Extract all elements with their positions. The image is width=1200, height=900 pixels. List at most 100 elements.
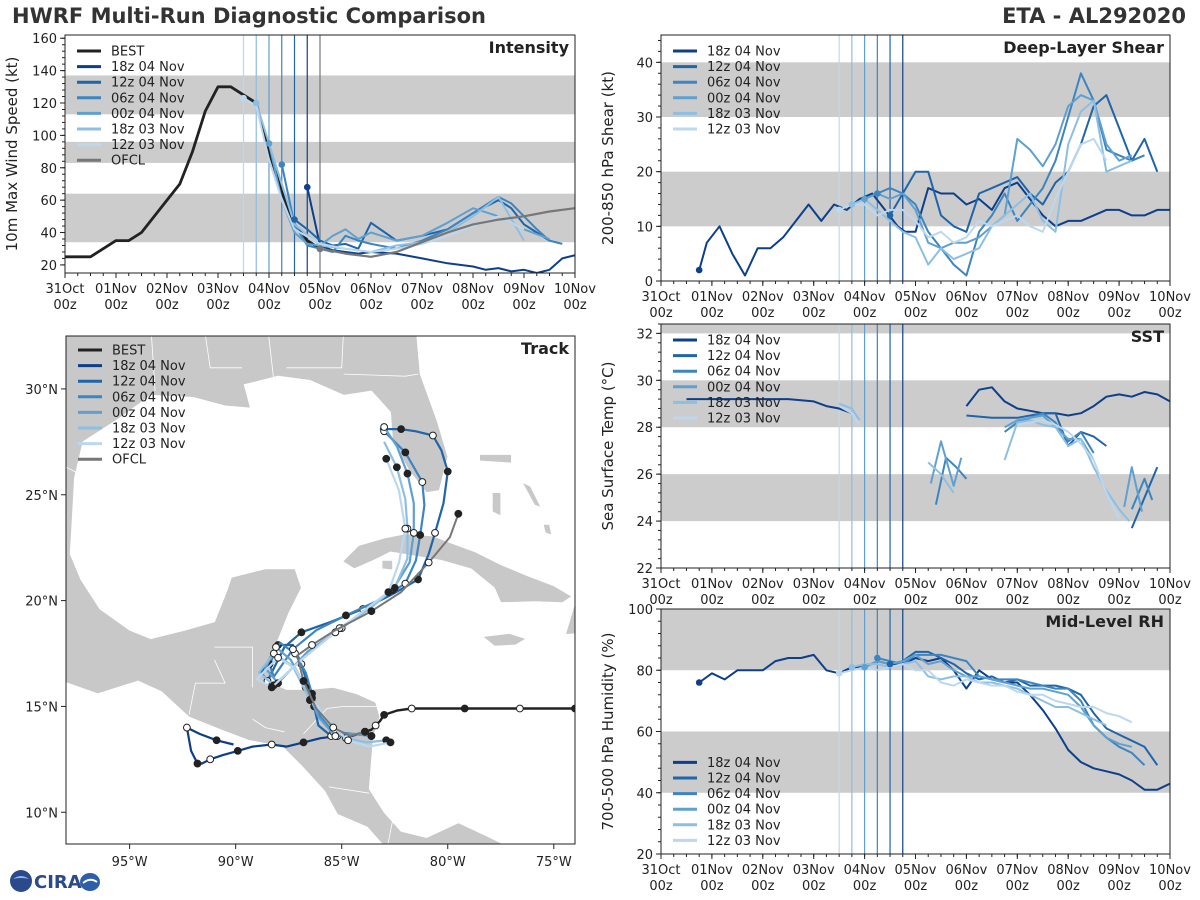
track-frame [65,335,576,845]
shear-series-18z-04-nov [698,181,1170,277]
intensity-legend-label: OFCL [111,154,146,169]
intensity-ytick-label: 120 [32,97,57,112]
track-point-marker [299,738,308,747]
intensity-xtick-label: 04Nov [248,282,290,297]
track-lat-label: 10°N [25,806,58,821]
sst-xtick-label: 08Nov [1047,577,1089,592]
sst-ylabel: Sea Surface Temp (°C) [599,361,617,530]
rh-ytick-label: 100 [628,603,653,618]
shear-series-12z-03-nov [838,137,1108,244]
track-plot-area [66,336,575,844]
sst-ytick-label: 32 [636,327,653,342]
rh-band [661,731,1170,793]
rh-xtick-label: 09Nov [1098,863,1140,878]
sst-xtick-label-hour: 00z [1006,593,1030,608]
sst-xtick-label: 09Nov [1098,577,1140,592]
rh-xtick-label-hour: 00z [700,879,724,894]
shear-legend-label: 00z 04 Nov [707,91,781,106]
sst-xtick-label-hour: 00z [1107,593,1131,608]
sst-series-06z-04-nov [934,456,968,505]
country-border [214,646,254,688]
sst-series-18z-03-nov [927,461,955,494]
land-jamaica [481,632,528,647]
shear-xtick-label: 01Nov [691,290,733,305]
sst-xtick-label-hour: 00z [802,593,826,608]
track-point-marker [267,740,276,749]
track-legend-label: 18z 04 Nov [112,359,186,374]
track-point-marker [384,588,393,597]
land-grand-bahama [479,454,512,464]
intensity-init-marker [278,161,286,168]
track-legend-label: 06z 04 Nov [112,390,186,405]
intensity-legend-label: 18z 04 Nov [111,60,185,75]
rh-legend-label: 18z 04 Nov [707,756,781,771]
track-legend-label: 12z 04 Nov [112,375,186,390]
track-point-marker [409,528,418,537]
sst-band [661,474,1170,522]
rh-xtick-label: 02Nov [742,863,784,878]
rh-xtick-label-hour: 00z [751,879,775,894]
shear-init-marker [848,201,856,208]
shear-legend-label: 18z 04 Nov [707,45,781,60]
shear-init-marker [886,212,894,219]
track-lon-label: 75°W [536,855,572,870]
country-border [66,466,84,477]
intensity-xtick-label-hour: 00z [461,298,485,313]
shear-series-12z-04-nov [889,94,1159,233]
track-lat-label: 25°N [25,489,58,504]
track-point-marker [344,736,352,745]
storm-id-title: ETA - AL292020 [1002,4,1186,28]
track-point-marker [308,641,316,649]
rh-title: Mid-Level RH [1045,612,1164,631]
intensity-xtick-label: 02Nov [146,282,188,297]
intensity-xtick-label-hour: 00z [206,298,230,313]
track-point-marker [212,736,221,745]
shear-xtick-label-hour: 00z [1006,306,1030,321]
intensity-xtick-label: 05Nov [299,282,341,297]
country-border [205,336,242,369]
land-hispaniola [564,602,575,635]
sst-ytick-label: 26 [636,468,653,483]
intensity-xtick-label-hour: 00z [53,298,77,313]
intensity-xtick-label: 31Oct [45,282,84,297]
rh-xtick-label: 08Nov [1047,863,1089,878]
rh-xtick-label-hour: 00z [955,879,979,894]
intensity-xtick-label: 08Nov [452,282,494,297]
intensity-series-18z-04-nov [306,186,575,273]
rh-ytick-label: 40 [636,787,653,802]
shear-xtick-label-hour: 00z [1057,306,1081,321]
intensity-ytick-label: 140 [32,65,57,80]
country-border [268,336,275,381]
track-point-marker [329,723,338,732]
track-point-marker [299,677,308,685]
logo-globe-icon [10,870,32,892]
track-point-marker [361,727,369,736]
intensity-ylabel: 10m Max Wind Speed (kt) [3,57,21,252]
track-point-marker [403,469,412,478]
track-lat-label: 15°N [25,700,58,715]
track-legend-label: 00z 04 Nov [112,406,186,421]
sst-legend-label: 06z 04 Nov [707,365,781,380]
track-point-marker [331,732,340,740]
track-legend-label: OFCL [112,453,147,468]
track-point-marker [297,628,306,637]
rh-init-marker [695,679,703,686]
rh-xtick-label-hour: 00z [802,879,826,894]
sst-xtick-label: 06Nov [945,577,987,592]
intensity-series-00z-04-nov [268,143,550,247]
rh-xtick-label-hour: 00z [904,879,928,894]
track-point-marker [392,463,401,472]
sst-ytick-label: 28 [636,421,653,436]
shear-title: Deep-Layer Shear [1003,38,1164,57]
shear-init-marker [695,266,703,274]
sst-series-12z-04-nov [1130,466,1159,529]
shear-xtick-label: 10Nov [1149,290,1191,305]
rh-init-marker [848,663,856,671]
sst-panel: 22242628303231Oct00z01Nov00z02Nov00z03No… [599,323,1191,608]
intensity-legend-label: 12z 04 Nov [111,76,185,91]
shear-xtick-label-hour: 00z [1158,306,1182,321]
sst-xtick-label-hour: 00z [955,593,979,608]
rh-xtick-label-hour: 00z [1057,879,1081,894]
country-border [252,718,285,733]
track-point-marker [401,524,410,533]
